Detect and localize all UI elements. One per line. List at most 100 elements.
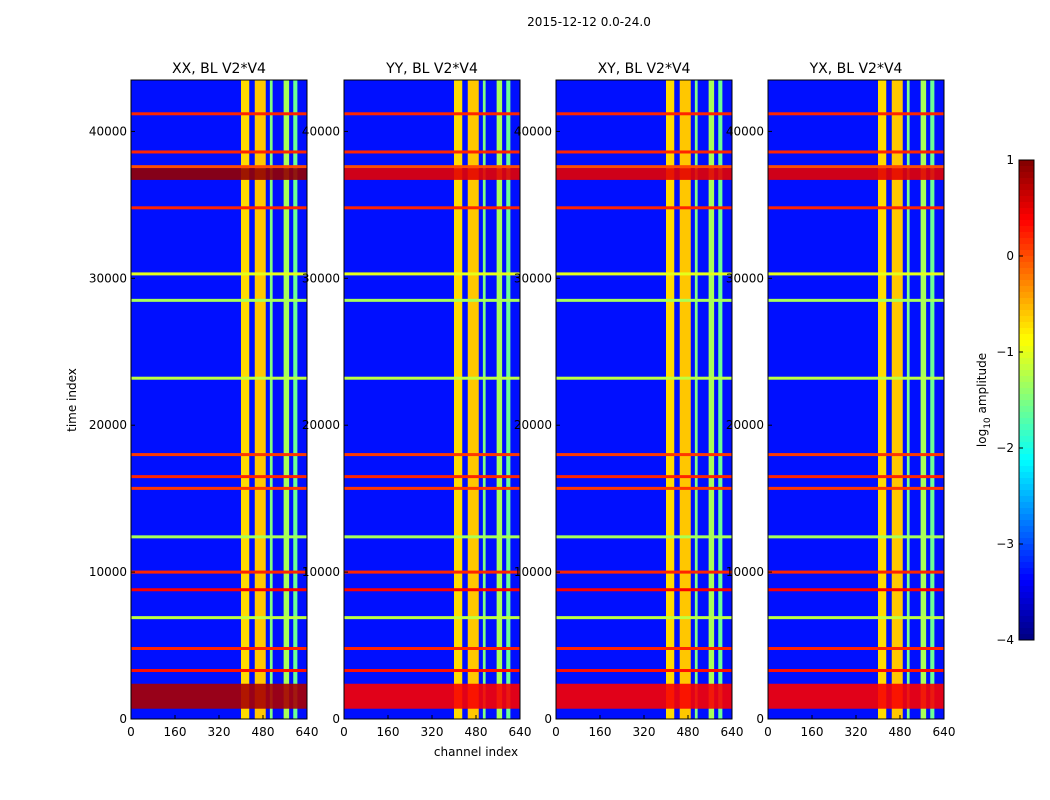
saturated-range-1 [131,168,307,180]
time-line-6 [131,376,307,380]
colorbar-step [1019,442,1034,449]
time-line-1 [131,150,307,154]
y-tick-label: 40000 [726,124,764,138]
channel-band-4 [930,80,935,719]
time-line-5 [556,298,732,302]
time-line-11 [131,570,307,574]
channel-band-2 [694,80,698,719]
colorbar-step [1019,304,1034,311]
colorbar-tick-label: −3 [996,537,1014,551]
time-line-2 [344,165,520,169]
time-line-14 [556,646,732,650]
heatmap-background [556,80,732,719]
colorbar-step [1019,430,1034,437]
x-tick-label: 480 [252,725,275,739]
colorbar-step [1019,292,1034,299]
time-line-3 [131,206,307,210]
colorbar-step [1019,544,1034,551]
x-tick-label: 640 [933,725,956,739]
time-line-10 [768,535,944,539]
colorbar-step [1019,226,1034,233]
colorbar-step [1019,406,1034,413]
time-line-3 [556,206,732,210]
time-line-10 [131,535,307,539]
y-tick-label: 20000 [89,418,127,432]
y-tick-label: 20000 [302,418,340,432]
colorbar-step [1019,424,1034,431]
channel-band-0 [666,80,675,719]
y-tick-label: 10000 [726,565,764,579]
colorbar-step [1019,394,1034,401]
x-tick-label: 0 [340,725,348,739]
channel-band-3 [708,80,715,719]
time-line-12 [768,588,944,592]
y-tick-label: 20000 [514,418,552,432]
panel-title: YY, BL V2*V4 [385,61,478,77]
colorbar-step [1019,358,1034,365]
heatmap-background [131,80,307,719]
time-line-0 [768,112,944,116]
colorbar-step [1019,160,1034,167]
colorbar-step [1019,592,1034,599]
channel-band-0 [878,80,887,719]
colorbar-step [1019,280,1034,287]
colorbar-step [1019,622,1034,629]
saturated-range-1 [768,168,944,180]
x-tick-label: 160 [589,725,612,739]
x-tick-label: 480 [889,725,912,739]
saturated-range-0 [556,683,732,709]
panel-3: XY, BL V2*V4 0 160 320 480 640 0 10000 20000 3000… [514,61,744,739]
colorbar-step [1019,586,1034,593]
time-line-13 [344,616,520,620]
time-line-6 [768,376,944,380]
colorbar-step [1019,496,1034,503]
colorbar-step [1019,604,1034,611]
colorbar-step [1019,502,1034,509]
colorbar-step [1019,340,1034,347]
x-tick-label: 480 [465,725,488,739]
time-line-8 [556,475,732,479]
x-tick-label: 320 [845,725,868,739]
time-line-1 [556,150,732,154]
time-line-12 [556,588,732,592]
panel-4: YX, BL V2*V4 0 160 320 480 640 0 10000 20000 3000… [726,61,956,739]
colorbar-step [1019,556,1034,563]
channel-band-1 [679,80,691,719]
colorbar-step [1019,598,1034,605]
heatmap-background [344,80,520,719]
colorbar-step [1019,454,1034,461]
colorbar-step [1019,400,1034,407]
time-line-14 [344,646,520,650]
colorbar-step [1019,232,1034,239]
time-line-7 [131,453,307,457]
panel-title: YX, BL V2*V4 [809,61,903,77]
y-tick-label: 0 [544,712,552,726]
time-line-4 [768,272,944,276]
y-tick-label: 30000 [514,271,552,285]
colorbar-step [1019,166,1034,173]
colorbar-step [1019,532,1034,539]
colorbar-step [1019,178,1034,185]
colorbar-step [1019,352,1034,359]
colorbar-step [1019,580,1034,587]
y-tick-label: 40000 [89,124,127,138]
channel-band-1 [254,80,266,719]
time-line-4 [556,272,732,276]
colorbar-step [1019,436,1034,443]
time-line-9 [556,486,732,490]
colorbar-step [1019,196,1034,203]
y-tick-label: 10000 [514,565,552,579]
colorbar-step [1019,538,1034,545]
channel-band-2 [482,80,486,719]
time-line-5 [131,298,307,302]
colorbar-step [1019,268,1034,275]
colorbar-step [1019,418,1034,425]
colorbar-step [1019,574,1034,581]
time-line-1 [768,150,944,154]
channel-band-4 [718,80,723,719]
saturated-range-0 [768,683,944,709]
time-line-6 [556,376,732,380]
time-line-8 [344,475,520,479]
panel-title: XX, BL V2*V4 [172,61,266,77]
time-line-11 [768,570,944,574]
